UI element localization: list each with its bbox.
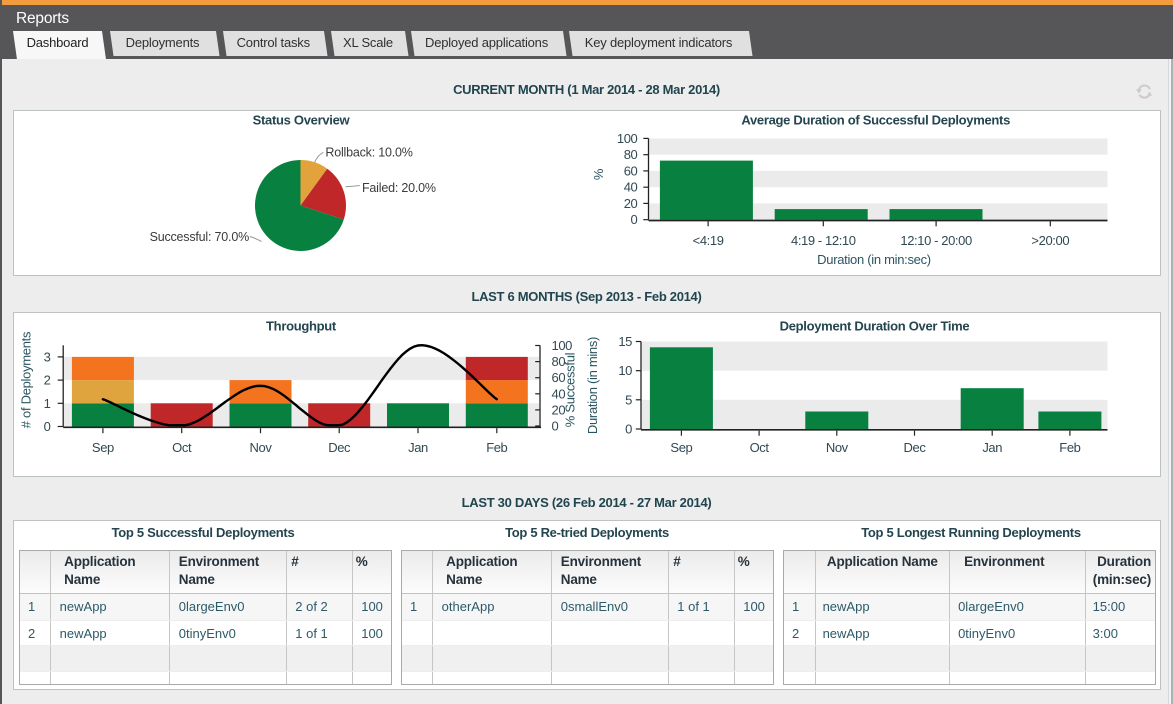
svg-text:80: 80 [552, 354, 566, 369]
svg-text:Status Overview: Status Overview [253, 113, 351, 128]
svg-text:60: 60 [624, 163, 638, 178]
svg-text:%: % [591, 168, 606, 180]
svg-text:5: 5 [625, 392, 632, 407]
svg-text:Rollback: 10.0%: Rollback: 10.0% [325, 146, 412, 160]
svg-text:100: 100 [617, 131, 638, 146]
svg-text:Deployment Duration Over Time: Deployment Duration Over Time [780, 318, 970, 333]
svg-text:Average Duration of Successful: Average Duration of Successful Deploymen… [741, 113, 1010, 128]
svg-text:60: 60 [552, 370, 566, 385]
svg-text:# of Deployments: # of Deployments [19, 331, 34, 428]
svg-text:20: 20 [624, 196, 638, 211]
svg-text:15: 15 [618, 334, 632, 349]
svg-text:Oct: Oct [750, 440, 770, 455]
svg-text:100: 100 [552, 338, 573, 353]
svg-text:4:19 - 12:10: 4:19 - 12:10 [791, 233, 856, 248]
svg-text:Duration (in mins): Duration (in mins) [585, 336, 600, 433]
svg-text:Duration (in min:sec): Duration (in min:sec) [817, 252, 931, 267]
svg-text:Feb: Feb [1059, 440, 1080, 455]
svg-text:<4:19: <4:19 [693, 233, 724, 248]
svg-text:Sep: Sep [92, 440, 114, 455]
svg-text:Sep: Sep [670, 440, 692, 455]
svg-text:1: 1 [44, 395, 51, 410]
svg-text:Dec: Dec [904, 440, 927, 455]
svg-text:Failed: 20.0%: Failed: 20.0% [362, 181, 436, 195]
svg-text:Oct: Oct [172, 440, 192, 455]
svg-text:Jan: Jan [982, 440, 1002, 455]
svg-text:40: 40 [624, 180, 638, 195]
svg-text:0: 0 [631, 212, 638, 227]
svg-text:Nov: Nov [250, 440, 273, 455]
svg-text:20: 20 [552, 402, 566, 417]
svg-text:40: 40 [552, 386, 566, 401]
svg-text:0: 0 [44, 419, 51, 434]
svg-text:Nov: Nov [826, 440, 849, 455]
svg-text:Throughput: Throughput [266, 318, 337, 333]
svg-text:Feb: Feb [486, 440, 507, 455]
svg-text:>20:00: >20:00 [1031, 233, 1069, 248]
svg-text:12:10 - 20:00: 12:10 - 20:00 [900, 233, 972, 248]
svg-text:% Successful: % Successful [563, 352, 578, 427]
svg-text:Dec: Dec [328, 440, 351, 455]
svg-text:80: 80 [624, 147, 638, 162]
svg-text:10: 10 [618, 363, 632, 378]
svg-text:3: 3 [44, 349, 51, 364]
svg-text:Jan: Jan [408, 440, 428, 455]
svg-text:2: 2 [44, 372, 51, 387]
svg-text:0: 0 [552, 418, 559, 433]
svg-text:Successful: 70.0%: Successful: 70.0% [150, 230, 250, 244]
svg-text:0: 0 [625, 421, 632, 436]
